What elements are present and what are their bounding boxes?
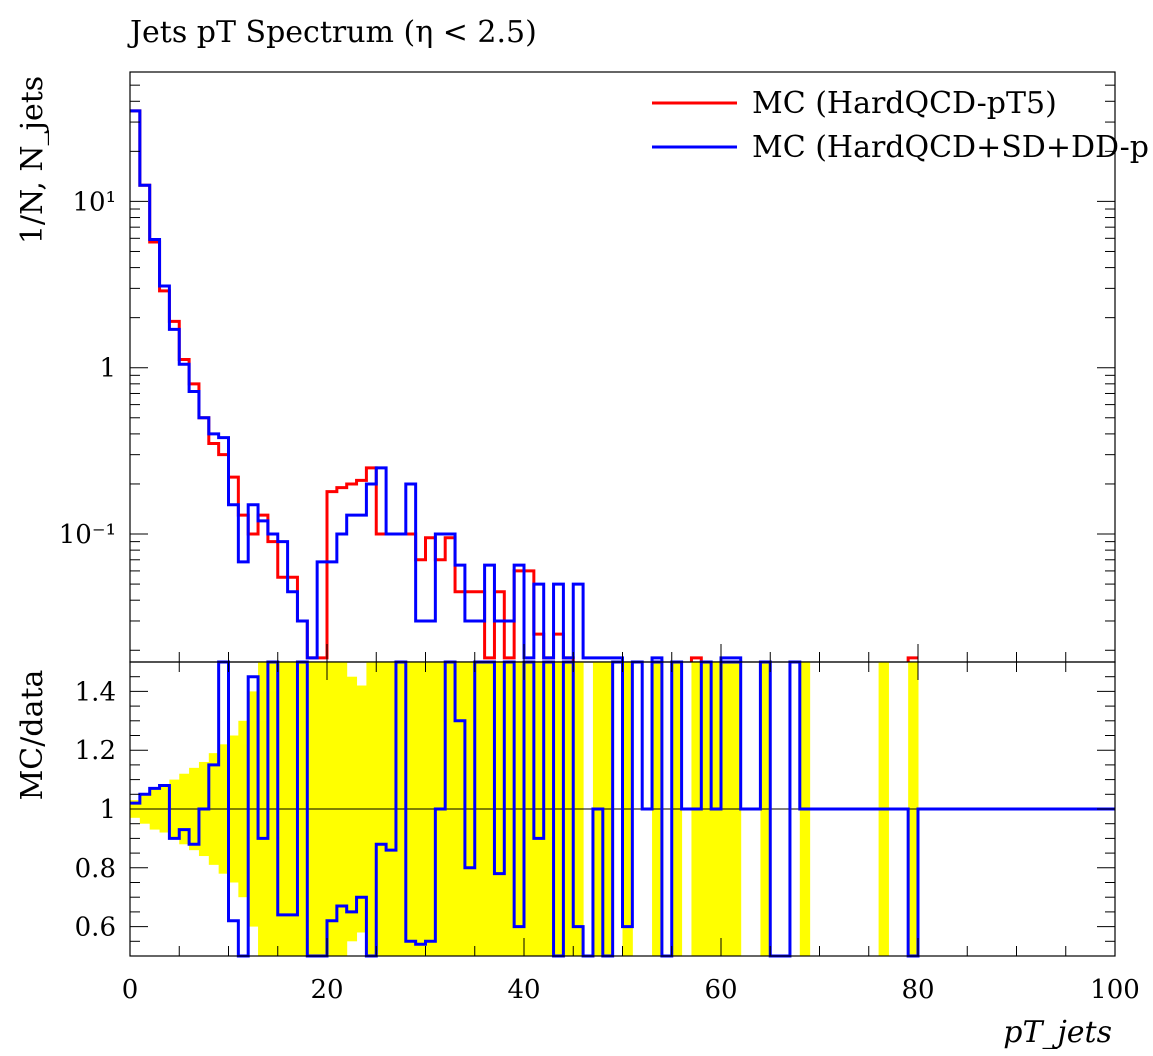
x-tick-label: 0: [122, 975, 139, 1005]
y-tick-label: 10⁻¹: [59, 520, 116, 550]
ratio-line: [130, 660, 1115, 958]
x-tick-label: 40: [507, 975, 540, 1005]
x-axis-label: pT_jets: [1003, 1015, 1112, 1050]
lower-y-axis-label: MC/data: [15, 669, 50, 800]
upper-y-axis-label: 1/N, N_jets: [15, 76, 50, 244]
x-axis-ticks: 0 20 40 60 80 100: [122, 644, 1140, 1005]
chart-title: Jets pT Spectrum (η < 2.5): [127, 15, 537, 50]
y-tick-label: 10¹: [72, 187, 116, 217]
y-tick-label: 0.6: [75, 913, 116, 943]
y-tick-label: 1.2: [75, 736, 116, 766]
lower-panel: [129, 660, 1116, 958]
upper-panel: [129, 71, 1116, 663]
x-tick-label: 60: [704, 975, 737, 1005]
x-tick-label: 80: [901, 975, 934, 1005]
series-hardqcd-sd-dd-line: [130, 109, 743, 662]
legend: MC (HardQCD-pT5) MC (HardQCD+SD+DD-p: [652, 86, 1149, 165]
legend-label: MC (HardQCD+SD+DD-p: [752, 130, 1149, 165]
x-tick-label: 20: [310, 975, 343, 1005]
legend-label: MC (HardQCD-pT5): [752, 86, 1057, 121]
y-tick-label: 1.4: [75, 677, 116, 707]
y-tick-label: 1: [99, 354, 116, 384]
y-tick-label: 1: [99, 795, 116, 825]
upper-y-axis-ticks: 10¹ 1 10⁻¹: [59, 71, 1115, 651]
lower-y-axis-ticks: 1.4 1.2 1 0.8 0.6: [75, 661, 1115, 957]
x-tick-label: 100: [1090, 975, 1140, 1005]
y-tick-label: 0.8: [75, 854, 116, 884]
